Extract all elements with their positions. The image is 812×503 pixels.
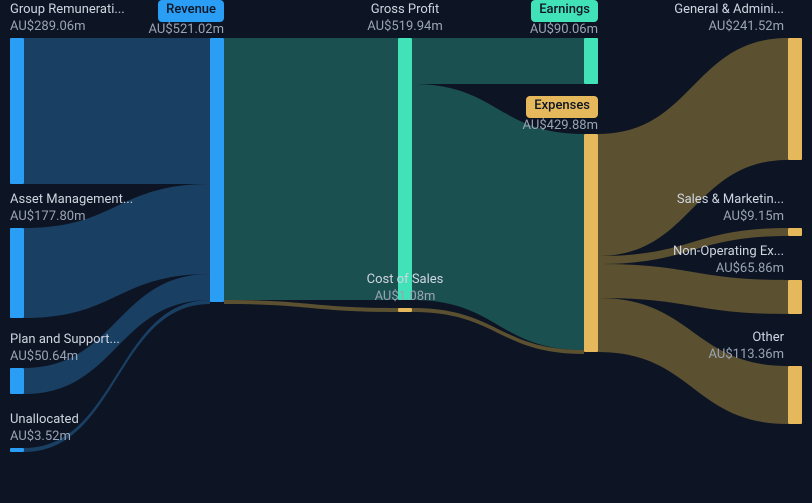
node-group_remuneration[interactable] [10, 38, 24, 184]
label-revenue: RevenueAU$521.02m [149, 0, 224, 39]
node-cost_of_sales[interactable] [398, 308, 412, 312]
flow-revenue-to-gross_profit [224, 38, 398, 300]
node-sales_marketing[interactable] [788, 228, 802, 236]
sankey-chart: Group Remunerati...AU$289.06m Asset Manag… [0, 0, 812, 503]
label-plan_and_support: Plan and Support...AU$50.64m [10, 332, 120, 366]
pill-earnings: Earnings [531, 0, 598, 22]
label-earnings: EarningsAU$90.06m [530, 0, 598, 39]
label-non_operating: Non-Operating Ex...AU$65.86m [673, 244, 784, 278]
node-expenses[interactable] [584, 134, 598, 352]
label-group_remuneration: Group Remunerati...AU$289.06m [10, 2, 125, 36]
label-gross_profit: Gross ProfitAU$519.94m [348, 2, 462, 36]
node-non_operating[interactable] [788, 280, 802, 314]
flow-cost_of_sales-to-expenses [412, 308, 584, 354]
pill-expenses: Expenses [526, 96, 598, 118]
node-general_admin[interactable] [788, 38, 802, 160]
flow-gross_profit-to-earnings [412, 38, 584, 84]
label-sales_marketing: Sales & Marketin...AU$9.15m [677, 192, 784, 226]
label-asset_management: Asset Management...AU$177.80m [10, 192, 133, 226]
node-other[interactable] [788, 366, 802, 424]
label-cost_of_sales: Cost of SalesAU$1.08m [348, 272, 462, 306]
node-plan_and_support[interactable] [10, 368, 24, 394]
node-earnings[interactable] [584, 38, 598, 84]
label-general_admin: General & Admini...AU$241.52m [674, 2, 784, 36]
label-unallocated: UnallocatedAU$3.52m [10, 412, 79, 446]
flow-group_remuneration-to-revenue [24, 38, 210, 184]
node-unallocated[interactable] [10, 448, 24, 452]
node-gross_profit[interactable] [398, 38, 412, 300]
label-other: OtherAU$113.36m [709, 330, 784, 364]
label-expenses: ExpensesAU$429.88m [523, 96, 598, 135]
pill-revenue: Revenue [158, 0, 224, 22]
node-asset_management[interactable] [10, 228, 24, 318]
node-revenue[interactable] [210, 38, 224, 302]
